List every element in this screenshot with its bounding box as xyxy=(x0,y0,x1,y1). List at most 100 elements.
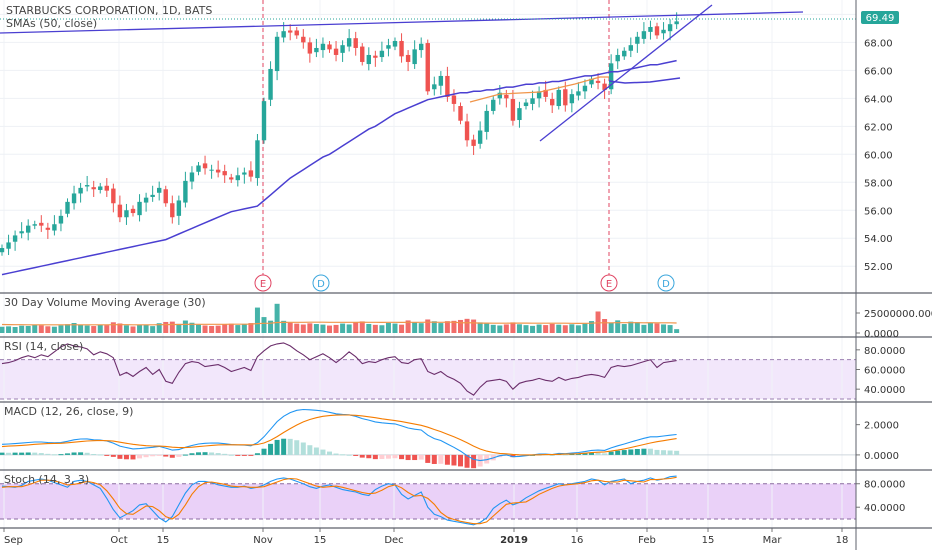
date-tick-label: 2019 xyxy=(500,535,528,546)
volume-bar xyxy=(163,321,169,333)
macd-histogram-bar xyxy=(38,453,44,455)
volume-bar xyxy=(530,325,536,333)
candle-body xyxy=(268,68,273,100)
candle-body xyxy=(543,89,548,97)
volume-bar xyxy=(464,318,470,333)
macd-histogram-bar xyxy=(641,448,647,455)
macd-histogram-bar xyxy=(320,449,326,455)
volume-bar xyxy=(589,321,594,333)
price-tick-label: 54.00 xyxy=(864,234,893,245)
indicator-tick-label: 0.0000 xyxy=(864,451,899,462)
volume-bar xyxy=(117,323,123,333)
macd-histogram-bar xyxy=(117,454,123,459)
macd-histogram-bar xyxy=(451,454,457,466)
macd-legend[interactable]: MACD (12, 26, close, 9) xyxy=(4,405,133,418)
volume-bar xyxy=(248,323,254,333)
date-tick-label: Sep xyxy=(4,535,23,546)
volume-bar xyxy=(196,324,201,333)
macd-histogram-bar xyxy=(654,449,660,455)
volume-ma-line xyxy=(1,321,677,326)
indicator-tick-label: 2.0000 xyxy=(864,421,899,432)
volume-bar xyxy=(556,324,562,333)
resistance-trendline xyxy=(0,11,804,34)
candle-body xyxy=(124,210,129,218)
volume-bar xyxy=(392,323,398,333)
candle-body xyxy=(117,204,123,218)
stoch-legend[interactable]: Stoch (14, 3, 3) xyxy=(4,473,89,486)
volume-bar xyxy=(182,320,188,333)
candle-body xyxy=(504,94,509,99)
macd-histogram-bar xyxy=(399,454,405,460)
macd-histogram-bar xyxy=(340,454,346,456)
candle-body xyxy=(130,208,136,214)
macd-histogram-bar xyxy=(379,454,385,459)
macd-histogram-bar xyxy=(248,454,254,456)
support-trendline xyxy=(539,4,713,142)
volume-bar xyxy=(385,322,391,333)
macd-histogram-bar xyxy=(84,452,90,455)
sma-legend[interactable]: SMAs (50, close) xyxy=(6,17,97,30)
volume-bar xyxy=(647,322,653,333)
volume-bar xyxy=(222,324,228,333)
macd-histogram-bar xyxy=(19,452,25,455)
volume-bar xyxy=(405,320,411,333)
macd-histogram-bar xyxy=(667,450,673,455)
macd-histogram-bar xyxy=(634,449,640,455)
candle-body xyxy=(392,40,398,47)
volume-bar xyxy=(608,322,614,333)
candle-body xyxy=(641,31,647,39)
candle-body xyxy=(563,89,568,106)
rsi-band xyxy=(0,359,856,399)
candle-body xyxy=(484,110,489,132)
candle-body xyxy=(314,47,319,53)
candle-body xyxy=(0,248,5,253)
volume-bar xyxy=(254,307,260,333)
price-tick-label: 64.00 xyxy=(864,94,893,105)
macd-histogram-bar xyxy=(156,454,162,456)
rsi-legend[interactable]: RSI (14, close) xyxy=(4,340,83,353)
macd-histogram-bar xyxy=(307,445,313,455)
volume-bar xyxy=(130,326,136,333)
candle-body xyxy=(340,45,345,53)
macd-histogram-bar xyxy=(582,453,588,455)
volume-bar xyxy=(602,319,608,333)
date-tick-label: Feb xyxy=(638,535,656,546)
volume-bar xyxy=(366,323,372,333)
volume-bar xyxy=(294,323,300,333)
indicator-tick-label: 25000000.0000 xyxy=(864,309,932,320)
volume-bar xyxy=(176,323,182,333)
volume-bar xyxy=(674,329,680,333)
volume-bar xyxy=(300,324,306,333)
candle-body xyxy=(294,30,299,36)
macd-histogram-bar xyxy=(464,454,470,468)
candle-body xyxy=(288,30,293,33)
candle-body xyxy=(622,50,627,57)
candle-body xyxy=(432,84,437,90)
macd-histogram-bar xyxy=(215,453,221,455)
volume-bar xyxy=(313,324,319,333)
volume-legend[interactable]: 30 Day Volume Moving Average (30) xyxy=(4,296,206,309)
volume-bar xyxy=(359,321,365,333)
volume-bar xyxy=(412,322,418,333)
macd-histogram-bar xyxy=(281,438,287,455)
volume-bar xyxy=(346,324,352,333)
candle-body xyxy=(353,38,358,48)
volume-bar xyxy=(477,322,483,333)
volume-bar xyxy=(97,324,103,333)
indicator-tick-label: 80.0000 xyxy=(864,346,905,357)
volume-bar xyxy=(621,324,627,333)
volume-bar xyxy=(516,324,522,333)
candle-body xyxy=(379,50,385,58)
candle-body xyxy=(667,24,673,32)
date-tick-label: 15 xyxy=(314,535,327,546)
stoch-d-line xyxy=(1,476,677,525)
candle-body xyxy=(654,26,660,36)
volume-bar xyxy=(156,323,162,333)
event-marker xyxy=(600,274,618,292)
macd-histogram-bar xyxy=(25,452,31,455)
volume-bar xyxy=(169,321,175,333)
volume-bar xyxy=(628,321,634,333)
macd-histogram-bar xyxy=(12,452,18,455)
